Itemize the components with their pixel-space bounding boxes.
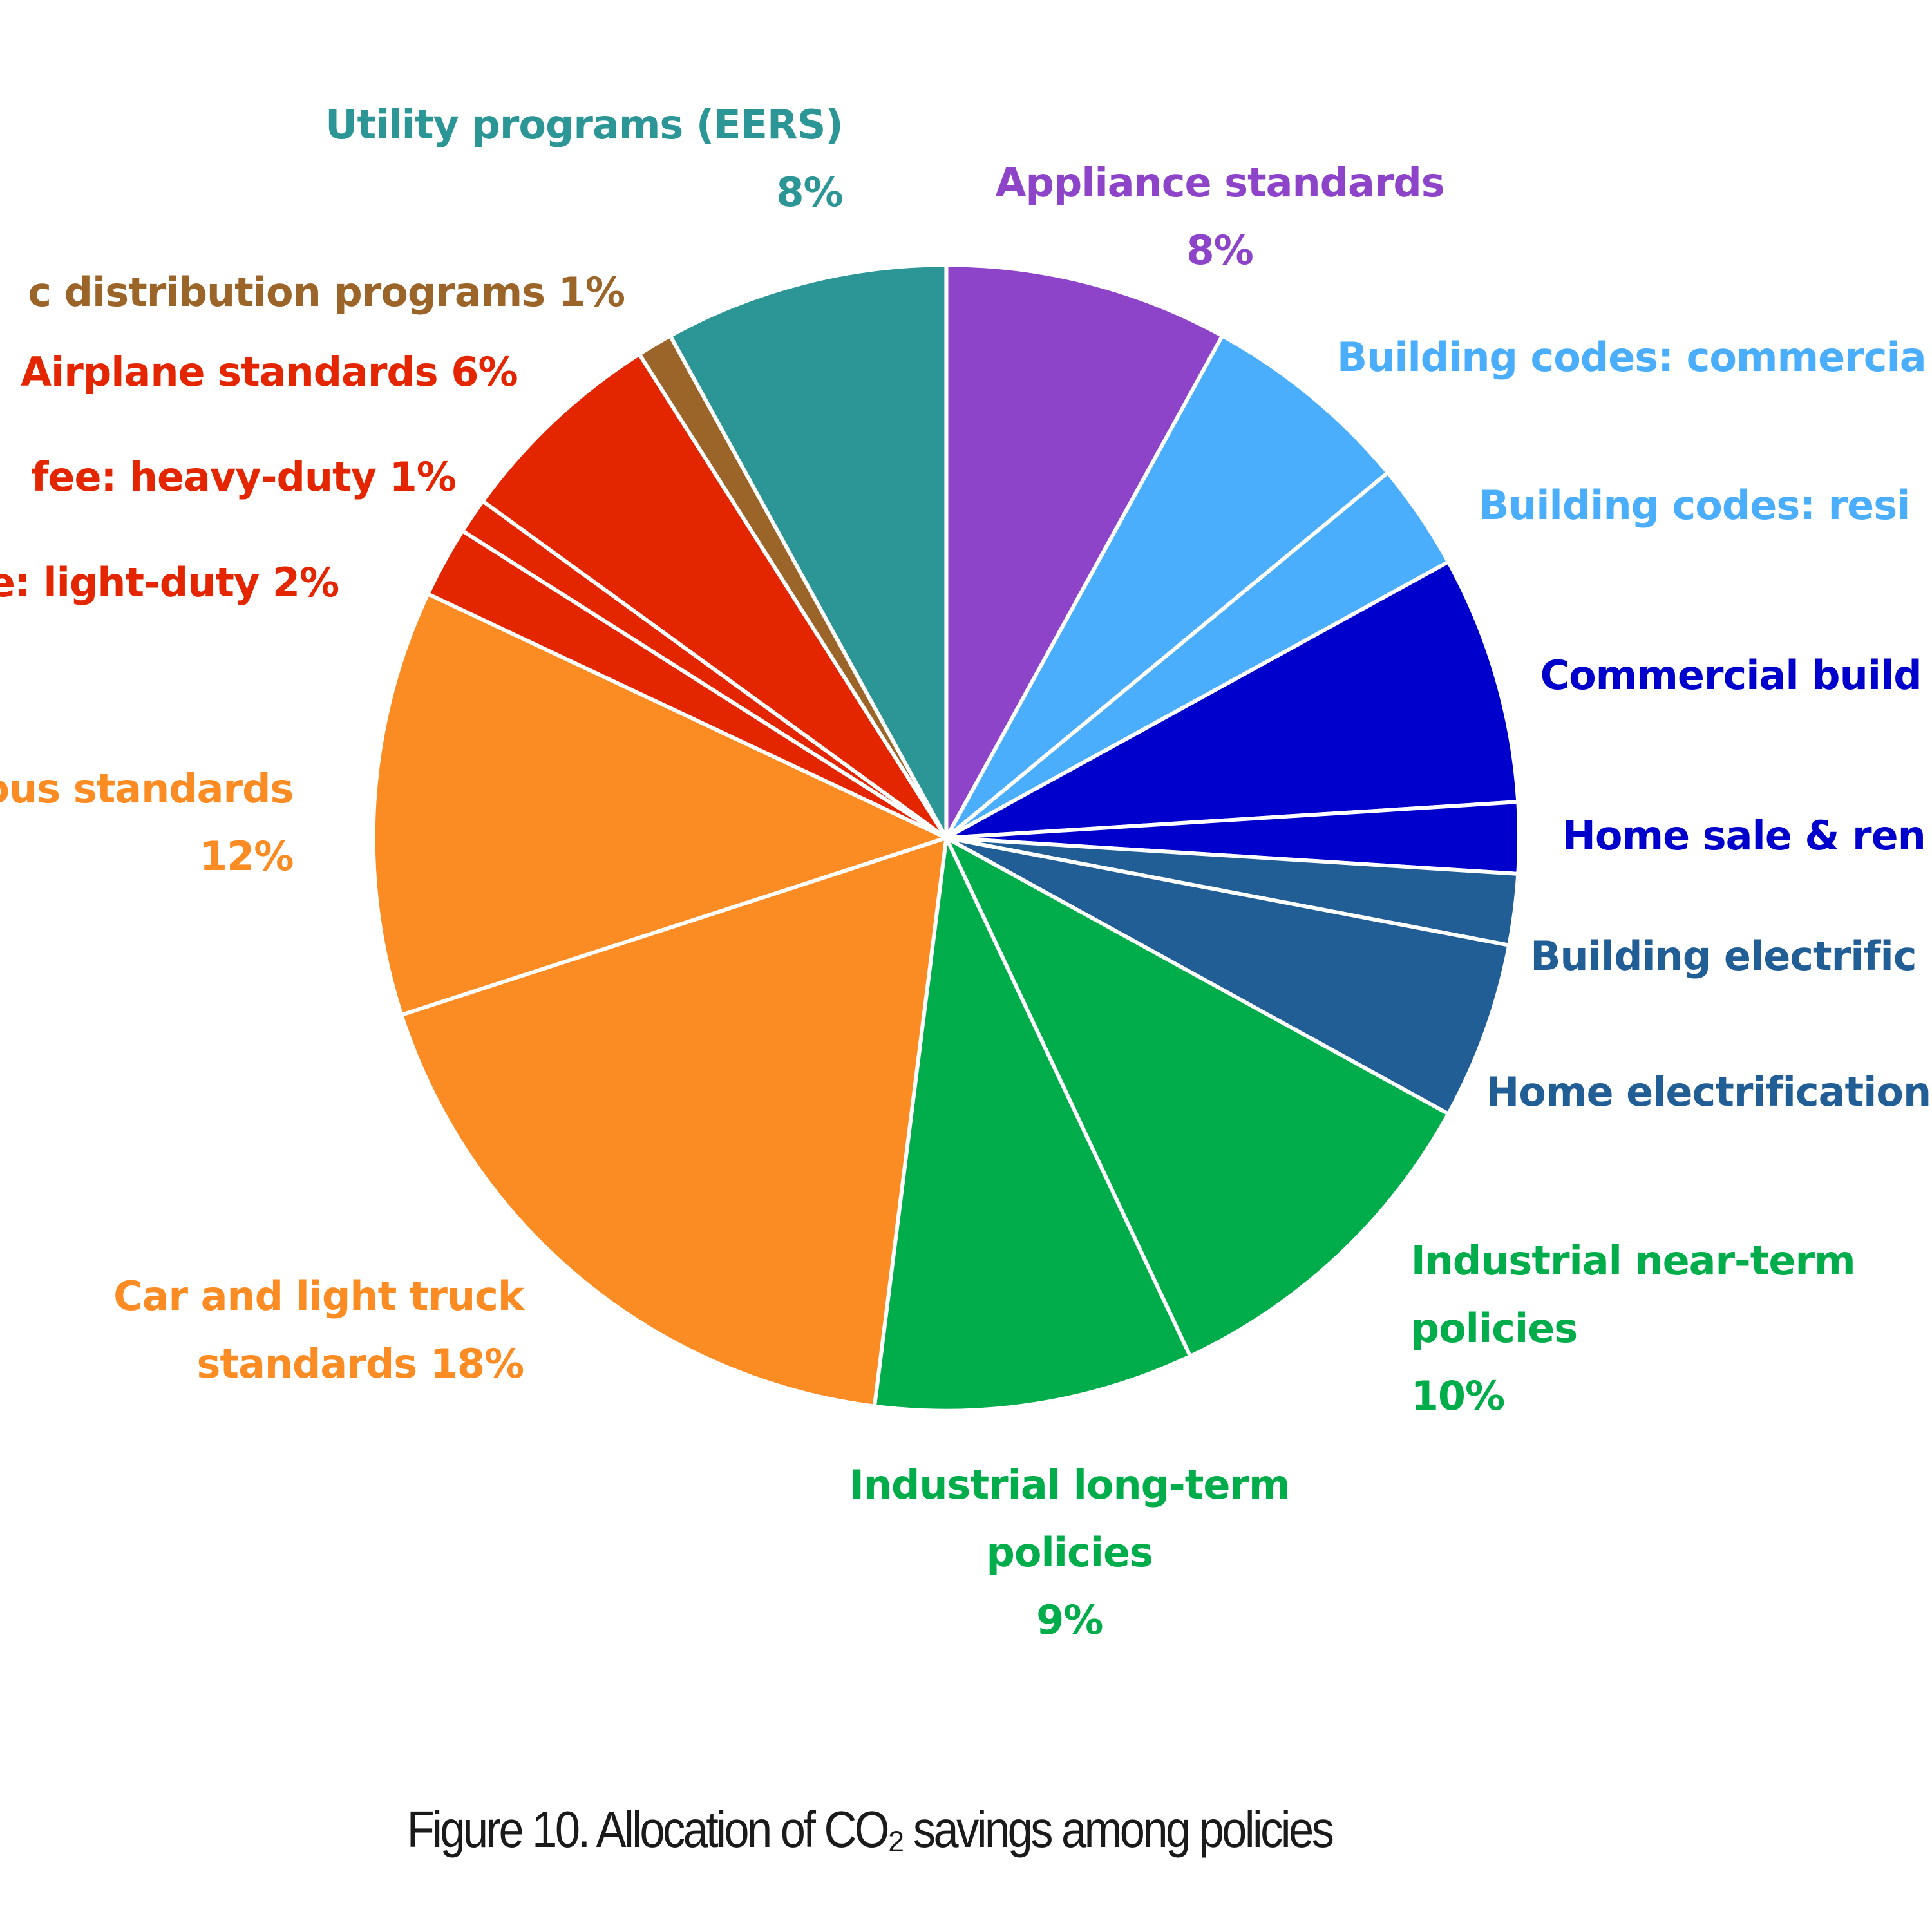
pie-slice [944,334,1390,840]
category-label: Commercial build [1540,651,1922,699]
pie-slice [944,836,1511,1116]
slice-label: Home sale & ren [1562,802,1926,869]
slice-label: Industrial long-term policies 9% [811,1451,1329,1654]
slice-label: Utility programs (EERS) 8% [0,91,844,226]
slice-label: c distribution programs 1% [28,258,625,326]
value-label: 6% [451,348,518,396]
pie-slice [944,560,1520,840]
slice-label: Building codes: resi [1478,471,1910,539]
category-label: Utility programs (EERS) [325,100,844,148]
pie-slice [371,592,949,1017]
value-label: 10% [1410,1372,1505,1419]
slice-label: Industrial near-term policies 10% [1411,1227,1929,1430]
value-label: 9% [1036,1596,1103,1643]
slice-label: Building electrific [1530,922,1917,990]
pie-slice [944,263,1224,840]
category-label: e: light-duty [0,559,260,607]
category-label: Industrial near-term policies [1410,1236,1856,1352]
chart-title: Figure 10. Allocation of CO₂ savings amo… [406,1801,1334,1858]
slice-label: Airplane standards 6% [21,338,518,406]
category-label: Car and light truck standards [113,1273,524,1388]
category-label: Building codes: commercia [1336,334,1927,381]
slice-label: Home electrification [1486,1058,1931,1126]
category-label: fee: heavy-duty [31,453,377,500]
value-label: 8% [776,168,843,216]
category-label: Appliance standards [995,158,1445,206]
category-label: Building codes: resi [1478,481,1910,529]
slice-label: Car and light truck standards 18% [55,1262,524,1397]
category-label: Industrial long-term policies [849,1461,1291,1576]
slice-label: Commercial build [1540,641,1922,709]
value-label: 8% [1186,226,1253,274]
value-label: 1% [558,268,625,316]
value-label: 18% [430,1340,524,1388]
slice-label: ous standards 12% [0,755,294,890]
pie-slice [480,352,949,840]
slice-label: e: light-duty 2% [0,549,339,616]
value-label: 12% [199,832,294,880]
category-label: Building electrific [1530,933,1917,980]
slice-label: fee: heavy-duty 1% [31,443,457,511]
category-label: Home sale & ren [1562,811,1926,859]
pie-slice [944,836,1451,1359]
category-label: Airplane standards [21,348,439,396]
slice-label: Building codes: commercia [1336,323,1927,391]
slice-label: Appliance standards 8% [875,149,1564,284]
category-label: Home electrification [1486,1068,1931,1115]
pie-slice [399,836,949,1408]
category-label: ous standards [0,764,294,812]
value-label: 2% [272,559,339,607]
value-label: 1% [389,453,457,500]
pie-slice [872,836,1193,1413]
category-label: c distribution programs [28,268,545,316]
pie-slice [668,263,949,840]
